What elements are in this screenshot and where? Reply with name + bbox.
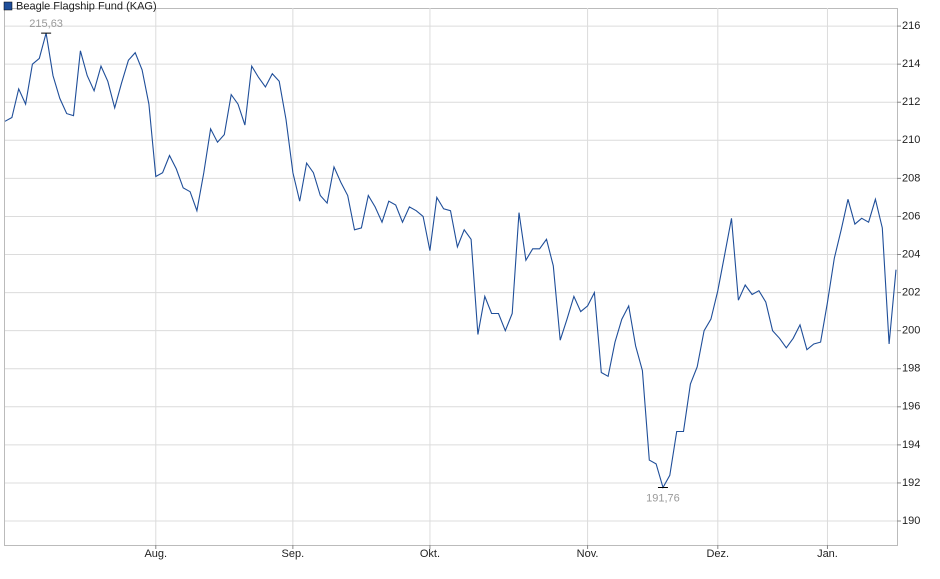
series-line <box>4 32 897 489</box>
x-tick-label: Aug. <box>144 548 167 560</box>
y-tick-label: 208 <box>902 172 920 184</box>
y-tick-label: 206 <box>902 210 920 222</box>
x-tick-label: Dez. <box>706 548 729 560</box>
y-tick-label: 216 <box>902 20 920 32</box>
plot-frame <box>4 8 898 546</box>
y-tick-label: 204 <box>902 248 920 260</box>
y-tick-label: 190 <box>902 515 920 527</box>
y-tick-label: 192 <box>902 477 920 489</box>
y-tick-label: 210 <box>902 134 920 146</box>
y-tick-label: 202 <box>902 286 920 298</box>
legend-swatch <box>3 1 13 11</box>
extreme-label: 191,76 <box>646 492 680 504</box>
y-tick-label: 196 <box>902 401 920 413</box>
extreme-label: 215,63 <box>29 18 63 30</box>
y-tick-label: 214 <box>902 58 920 70</box>
legend-label: Beagle Flagship Fund (KAG) <box>16 0 157 12</box>
y-tick-label: 200 <box>902 325 920 337</box>
x-tick-label: Jan. <box>817 548 838 560</box>
y-tick-label: 194 <box>902 439 920 451</box>
y-tick-label: 212 <box>902 96 920 108</box>
x-tick-label: Sep. <box>282 548 305 560</box>
x-tick-label: Nov. <box>577 548 599 560</box>
y-tick-label: 198 <box>902 363 920 375</box>
x-tick-label: Okt. <box>420 548 440 560</box>
